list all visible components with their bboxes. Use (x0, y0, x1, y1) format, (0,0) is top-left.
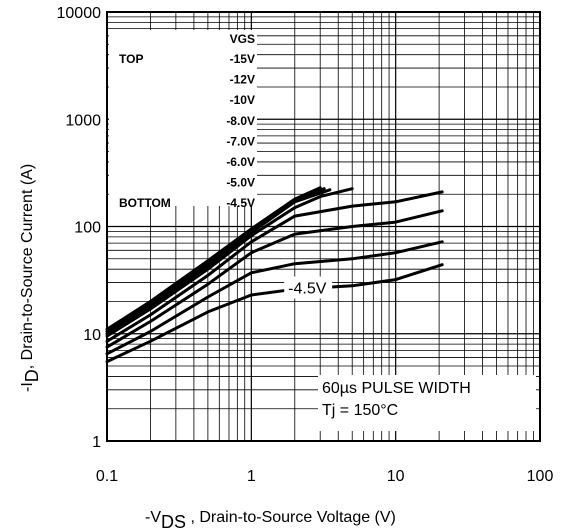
annotation-line: 60µs PULSE WIDTH (322, 380, 471, 397)
series-line-4 (105, 190, 444, 343)
legend-entry: -6.0V (226, 155, 255, 169)
series-line-5 (105, 209, 444, 349)
y-tick-label: 10 (83, 327, 101, 344)
legend-bottom-label: BOTTOM (119, 196, 171, 210)
tick-labels: 0.1 1 10 100 1 10 100 1000 10000 (57, 5, 554, 485)
series-line-3 (105, 187, 354, 338)
annotation-line: Tj = 150°C (322, 402, 398, 419)
x-tick-label: 100 (527, 468, 554, 485)
x-tick-label: 0.1 (96, 468, 118, 485)
series-line-1 (105, 187, 326, 333)
legend: VGS TOP -15V -12V -10V -8.0V -7.0V -6.0V -5.0V -4… (109, 30, 257, 210)
plot-frame (106, 11, 541, 442)
legend-box (109, 30, 257, 206)
legend-entry: -5.0V (226, 176, 255, 190)
axis-titles: -VDS , Drain-to-Source Voltage (V) -ID, D… (19, 164, 396, 531)
series-line-7 (105, 263, 444, 364)
legend-top-label: TOP (119, 52, 143, 66)
x-axis-title: -VDS , Drain-to-Source Voltage (V) (145, 509, 396, 531)
y-tick-label: 10000 (57, 5, 102, 22)
legend-header: VGS (230, 32, 255, 46)
annotation-box: 60µs PULSE WIDTH Tj = 150°C (318, 375, 536, 431)
legend-entry: -4.5V (226, 196, 255, 210)
series-label-bg (284, 276, 333, 299)
y-tick-label: 100 (74, 220, 101, 237)
x-tick-label: 10 (387, 468, 405, 485)
legend-entry: -15V (230, 52, 255, 66)
annotation-bg (318, 375, 536, 431)
legend-entry: -10V (230, 93, 255, 107)
y-tick-label: 1 (92, 434, 101, 451)
series-line-2 (105, 188, 332, 336)
legend-entry: -8.0V (226, 114, 255, 128)
y-axis-title: -ID, Drain-to-Source Current (A) (19, 164, 42, 392)
series-lines: -4.5V (105, 186, 444, 364)
x-tick-label: 1 (247, 468, 256, 485)
series-line-6 (105, 240, 444, 356)
y-tick-label: 1000 (65, 112, 101, 129)
legend-entry: -7.0V (226, 134, 255, 148)
series-label: -4.5V (288, 280, 327, 297)
legend-entry: -12V (230, 73, 255, 87)
